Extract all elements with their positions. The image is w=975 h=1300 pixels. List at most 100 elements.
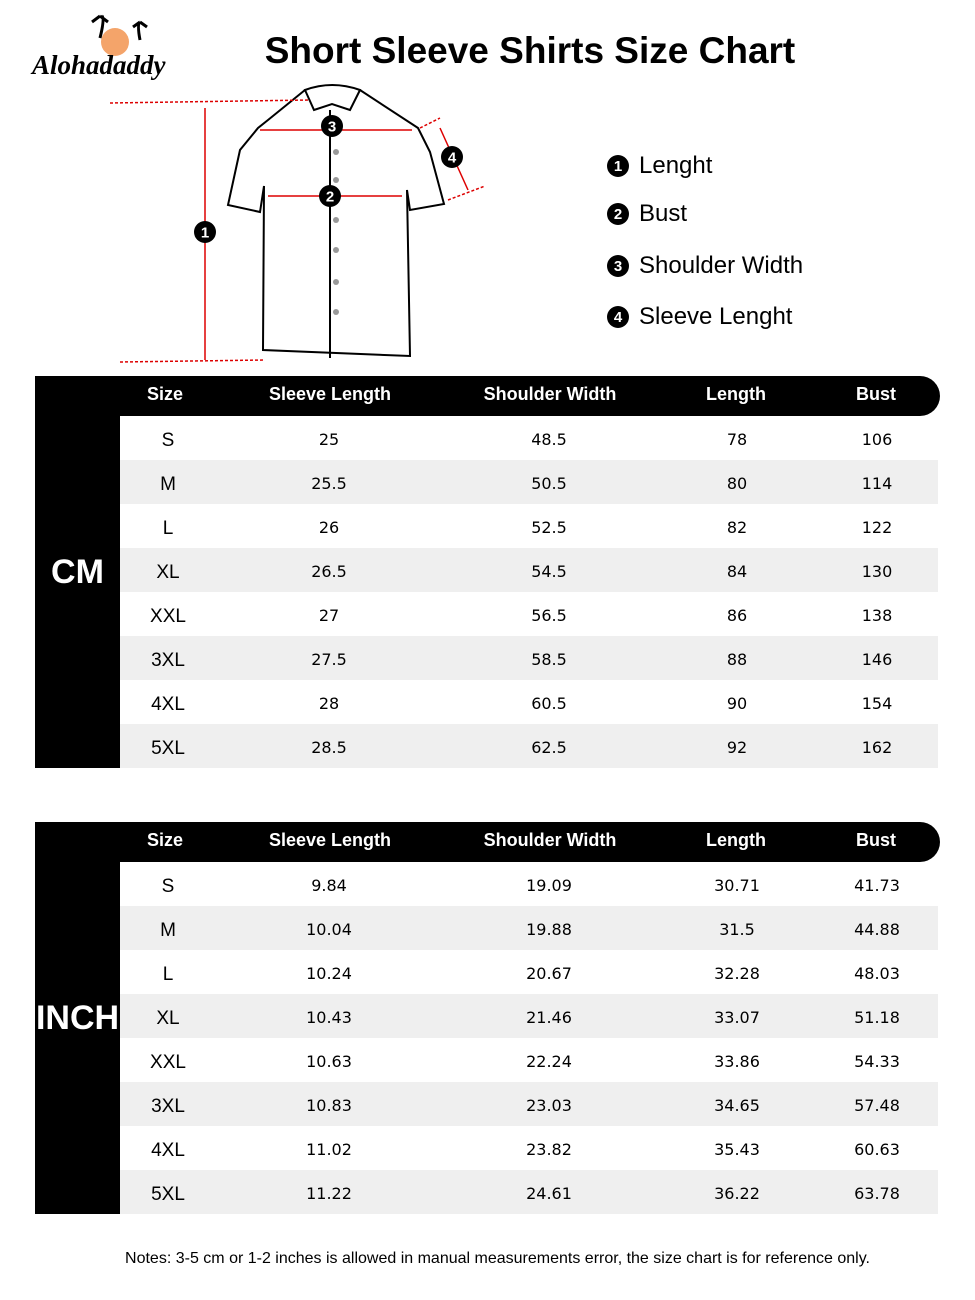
table-cell: 24.61 — [526, 1184, 572, 1203]
table-cell: 26.5 — [311, 562, 347, 581]
brand: Alohadaddy — [32, 50, 166, 80]
row-background — [120, 636, 938, 680]
table-cell: 162 — [861, 738, 893, 757]
size-label: XL — [156, 1008, 180, 1029]
marker-number: 3 — [328, 119, 336, 136]
legend-number: 2 — [607, 203, 629, 225]
table-cell: 44.88 — [854, 920, 900, 939]
table-cell: 41.73 — [854, 876, 900, 895]
size-label: 5XL — [151, 738, 185, 759]
table-cell: 154 — [861, 694, 893, 713]
column-header: Shoulder Width — [483, 384, 617, 404]
table-cell: 78 — [726, 430, 748, 449]
table-cell: 33.07 — [714, 1008, 760, 1027]
table-cell: 27.5 — [311, 650, 347, 669]
table-cell: 48.03 — [854, 964, 900, 983]
notes: Notes: 3-5 cm or 1-2 inches is allowed i… — [125, 1250, 870, 1267]
unit-label: INCH — [35, 822, 120, 1214]
marker-number: 1 — [201, 225, 209, 242]
table-cell: 28.5 — [311, 738, 347, 757]
table-cell: 60.5 — [531, 694, 567, 713]
column-header: Length — [706, 830, 766, 850]
size-label: 4XL — [151, 694, 185, 715]
column-header: Shoulder Width — [483, 830, 617, 850]
column-header: Sleeve Length — [268, 830, 392, 850]
legend-number: 1 — [607, 155, 629, 177]
table-cell: 25 — [318, 430, 340, 449]
size-label: 5XL — [151, 1184, 185, 1205]
table-cell: 21.46 — [526, 1008, 572, 1027]
table-cell: 11.02 — [306, 1140, 352, 1159]
table-cell: 84 — [726, 562, 748, 581]
table-header — [35, 376, 940, 416]
table-cell: 58.5 — [531, 650, 567, 669]
table-cell: 30.71 — [714, 876, 760, 895]
table-cell: 22.24 — [526, 1052, 572, 1071]
table-cell: 35.43 — [714, 1140, 760, 1159]
legend-number: 4 — [607, 306, 629, 328]
table-cell: 130 — [861, 562, 893, 581]
column-header: Size — [146, 384, 184, 404]
table-cell: 48.5 — [531, 430, 567, 449]
table-cell: 146 — [861, 650, 893, 669]
table-cell: 86 — [726, 606, 748, 625]
table-cell: 19.09 — [526, 876, 572, 895]
size-label: XXL — [150, 606, 186, 627]
table-cell: 114 — [861, 474, 893, 493]
size-label: 3XL — [151, 650, 185, 671]
table-cell: 23.03 — [526, 1096, 572, 1115]
row-background — [120, 906, 938, 950]
table-cell: 80 — [726, 474, 748, 493]
unit-label: CM — [35, 376, 120, 768]
row-background — [120, 1170, 938, 1214]
legend-number: 3 — [607, 255, 629, 277]
column-header: Bust — [856, 830, 896, 850]
table-cell: 27 — [318, 606, 340, 625]
legend-label: Sleeve Lenght — [639, 303, 793, 330]
table-cell: 32.28 — [714, 964, 760, 983]
legend-item: 2 Bust — [607, 200, 687, 228]
table-cell: 36.22 — [714, 1184, 760, 1203]
size-label: XXL — [150, 1052, 186, 1073]
size-label: L — [162, 518, 174, 539]
size-label: XL — [156, 562, 180, 583]
size-label: S — [161, 876, 175, 897]
table-cell: 82 — [726, 518, 748, 537]
table-cell: 23.82 — [526, 1140, 572, 1159]
table-cell: 10.63 — [306, 1052, 352, 1071]
table-cell: 20.67 — [526, 964, 572, 983]
row-background — [120, 460, 938, 504]
table-cell: 54.5 — [531, 562, 567, 581]
legend-item: 3 Shoulder Width — [607, 252, 803, 280]
size-label: 3XL — [151, 1096, 185, 1117]
column-header: Size — [146, 830, 184, 850]
buttons — [333, 149, 339, 315]
title: Short Sleeve Shirts Size Chart — [264, 30, 796, 71]
table-cell: 138 — [861, 606, 893, 625]
marker-number: 2 — [326, 189, 334, 206]
legend-label: Shoulder Width — [639, 252, 804, 279]
table-cell: 88 — [726, 650, 748, 669]
table-cell: 60.63 — [854, 1140, 900, 1159]
table-cell: 10.43 — [306, 1008, 352, 1027]
size-label: S — [161, 430, 175, 451]
table-cell: 54.33 — [854, 1052, 900, 1071]
row-background — [120, 994, 938, 1038]
table-header — [35, 822, 940, 862]
legend-label: Bust — [639, 200, 688, 227]
table-cell: 10.24 — [306, 964, 352, 983]
table-cell: 26 — [318, 518, 340, 537]
marker-number: 4 — [448, 150, 457, 167]
size-label: M — [160, 920, 176, 941]
table-cell: 92 — [726, 738, 748, 757]
table-cell: 51.18 — [854, 1008, 900, 1027]
table-cell: 33.86 — [714, 1052, 760, 1071]
table-cell: 9.84 — [311, 876, 347, 895]
column-header: Sleeve Length — [268, 384, 392, 404]
legend-label: Lenght — [639, 152, 713, 179]
table-cell: 122 — [861, 518, 893, 537]
table-cell: 25.5 — [311, 474, 347, 493]
table-cell: 31.5 — [719, 920, 755, 939]
size-label: 4XL — [151, 1140, 185, 1161]
